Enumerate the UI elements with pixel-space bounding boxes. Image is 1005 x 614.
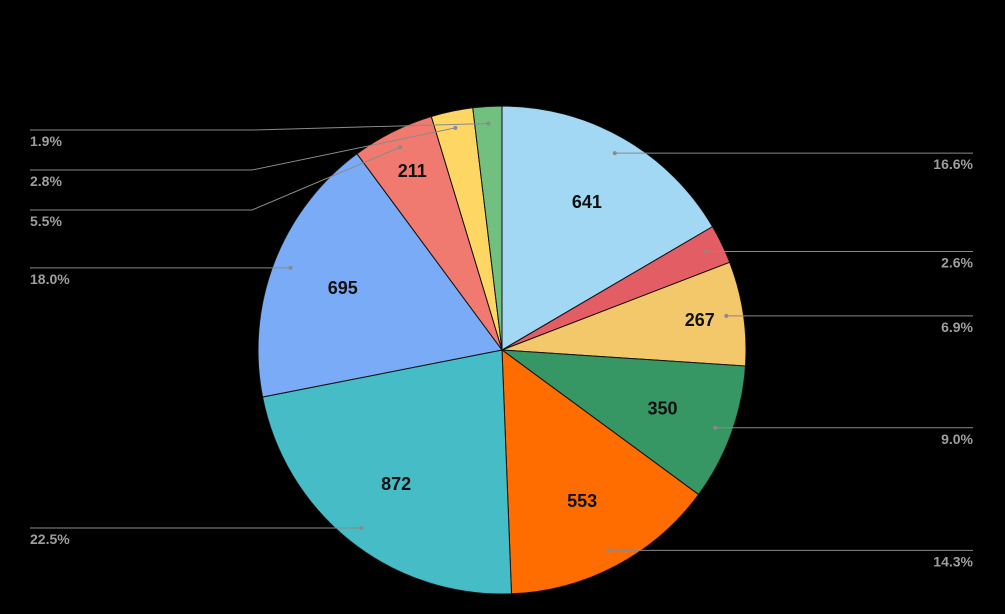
percent-label-4: 14.3% [933, 553, 973, 569]
leader-lines [30, 121, 973, 553]
percent-label-7: 5.5% [30, 213, 62, 229]
leader-dot-0 [612, 151, 617, 156]
value-label-5: 872 [381, 474, 411, 494]
leader-line-9 [30, 123, 489, 131]
leader-dot-6 [288, 265, 293, 270]
leader-line-8 [30, 127, 456, 171]
pie-slice-0 [501, 105, 714, 351]
leader-line-7 [30, 146, 401, 211]
pie-slice-9 [472, 105, 503, 351]
percent-label-1: 2.6% [941, 255, 973, 271]
leader-dot-5 [359, 526, 364, 530]
leader-dot-7 [398, 145, 403, 150]
percent-label-6: 18.0% [30, 271, 70, 287]
percent-label-3: 9.0% [941, 431, 973, 447]
value-label-2: 267 [685, 310, 715, 330]
value-label-0: 641 [572, 192, 602, 212]
leader-dot-1 [704, 249, 709, 254]
value-label-3: 350 [647, 399, 677, 419]
leader-dot-3 [713, 425, 718, 430]
value-labels: 641 267 350 553 872 695 211 [328, 161, 715, 511]
leader-dot-9 [486, 121, 491, 126]
pie-slice-2 [501, 261, 747, 367]
percent-labels: 16.6% 2.6% 6.9% 9.0% 14.3% 22.5% 18.0% 5.5% 2.8%… [30, 133, 974, 569]
leader-dot-2 [724, 313, 729, 318]
value-label-6: 695 [328, 278, 358, 298]
pie-slice-6 [257, 153, 503, 398]
value-label-7: 211 [398, 161, 427, 181]
pie-slice-3 [500, 349, 747, 496]
pie-slice-5 [261, 349, 513, 595]
pie-slices [257, 105, 747, 595]
pie-slice-4 [501, 348, 700, 595]
value-label-4: 553 [567, 491, 597, 511]
leader-dot-8 [453, 125, 458, 130]
percent-label-8: 2.8% [30, 173, 62, 189]
percent-label-9: 1.9% [30, 133, 62, 149]
percent-label-0: 16.6% [933, 156, 973, 172]
leader-dot-4 [606, 548, 611, 553]
percent-label-2: 6.9% [941, 319, 973, 335]
percent-label-5: 22.5% [30, 531, 70, 547]
